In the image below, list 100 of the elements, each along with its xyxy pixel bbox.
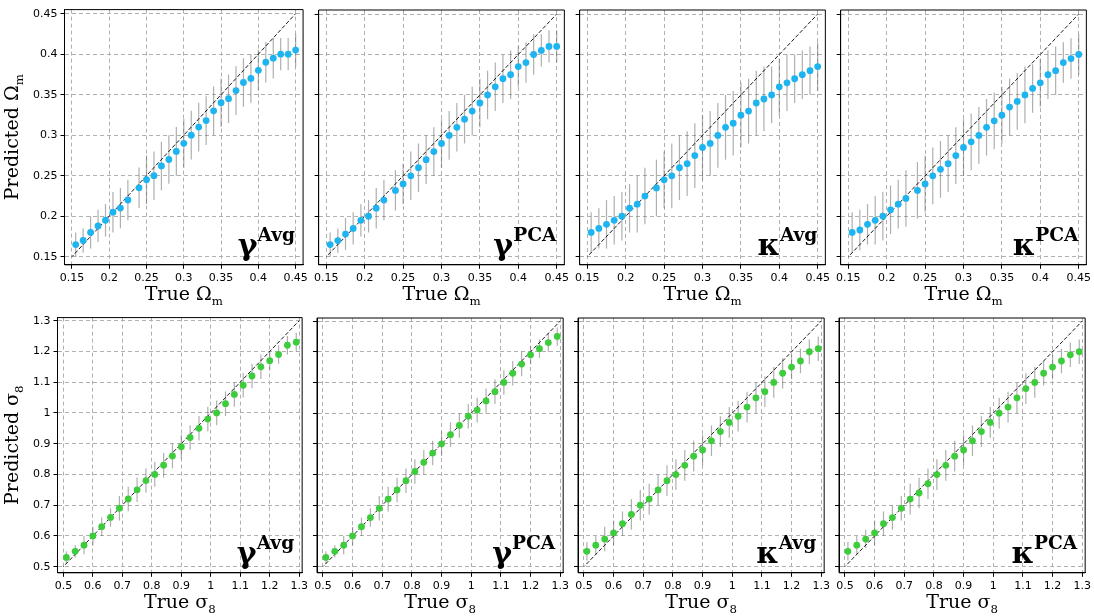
point (716, 428, 724, 435)
point (143, 176, 150, 184)
point (722, 123, 729, 131)
point (545, 43, 553, 50)
x-tick-label: 0.6 (84, 579, 102, 593)
point (165, 156, 173, 163)
x-tick-label: 0.25 (390, 271, 416, 285)
point (262, 58, 270, 66)
point (107, 514, 114, 521)
point (906, 495, 914, 503)
y-tick-label: 0.9 (32, 436, 51, 450)
y-tick-label: 1.1 (32, 375, 51, 389)
point (887, 206, 894, 214)
point (745, 107, 752, 115)
point (871, 529, 878, 537)
point (150, 172, 158, 180)
point (691, 152, 699, 159)
point (783, 79, 791, 87)
point (942, 461, 950, 469)
point (553, 43, 561, 50)
point (853, 541, 861, 549)
point (856, 226, 864, 234)
point (1066, 351, 1074, 359)
point (699, 144, 706, 151)
point (358, 523, 365, 531)
point (284, 50, 292, 58)
point (117, 204, 124, 212)
point (536, 345, 543, 353)
point (509, 369, 517, 377)
y-axis-title: Predicted σ8 (0, 385, 26, 505)
point (814, 345, 822, 353)
point (248, 372, 256, 380)
point (944, 160, 952, 168)
x-tick-label: 0.7 (113, 579, 132, 593)
point (760, 95, 768, 103)
point (1021, 91, 1029, 99)
x-tick-label: 0.5 (836, 579, 854, 593)
point (725, 418, 733, 426)
point (331, 547, 339, 555)
point (553, 333, 561, 340)
y-tick-label: 0.45 (32, 6, 58, 20)
point (349, 225, 357, 232)
point (275, 351, 282, 358)
point (951, 452, 959, 460)
x-tick-label: 0.8 (925, 579, 943, 593)
point (399, 180, 407, 188)
y-tick-label: 0.3 (39, 128, 58, 142)
point (879, 212, 887, 220)
point (151, 471, 159, 478)
point (729, 119, 737, 127)
x-tick-label: 0.3 (432, 271, 451, 285)
point (862, 535, 870, 543)
x-tick-label: 1.1 (492, 579, 510, 593)
x-tick-label: 0.45 (1066, 271, 1091, 285)
point (544, 339, 552, 346)
point (752, 99, 760, 107)
x-tick-label: 0.45 (283, 271, 308, 285)
point (518, 360, 526, 368)
point (357, 216, 365, 224)
point (1031, 379, 1039, 386)
point (476, 99, 484, 107)
point (848, 229, 856, 236)
point (292, 338, 300, 346)
point (461, 115, 468, 123)
point (791, 75, 799, 83)
x-tick-label: 0.6 (865, 579, 884, 593)
point (375, 504, 383, 512)
point (880, 520, 887, 528)
x-tick-label: 1.3 (290, 579, 308, 593)
y-tick-label: 1.3 (32, 313, 51, 327)
point (62, 554, 70, 561)
point (384, 495, 392, 503)
point (402, 477, 410, 485)
point (663, 477, 671, 485)
point (124, 196, 132, 204)
point (109, 208, 117, 216)
y-tick-label: 0.8 (32, 467, 51, 481)
point (626, 204, 633, 212)
point (618, 212, 626, 220)
x-tick-label: 0.9 (432, 579, 451, 593)
point (411, 468, 419, 475)
point (135, 184, 143, 192)
y-tick-label: 0.6 (32, 528, 51, 542)
point (340, 541, 348, 549)
point (902, 195, 910, 202)
point (706, 140, 714, 147)
point (929, 172, 937, 180)
point (292, 46, 300, 54)
point (610, 529, 617, 537)
point (636, 501, 644, 509)
y-tick-label: 0.4 (39, 47, 58, 61)
point (914, 186, 921, 194)
point (177, 443, 185, 451)
x-tick-label: 0.35 (989, 271, 1015, 285)
y-tick-label: 0.25 (32, 168, 58, 182)
point (230, 391, 238, 398)
point (1075, 348, 1083, 356)
point (71, 547, 79, 555)
point (380, 196, 388, 204)
point (445, 131, 453, 139)
